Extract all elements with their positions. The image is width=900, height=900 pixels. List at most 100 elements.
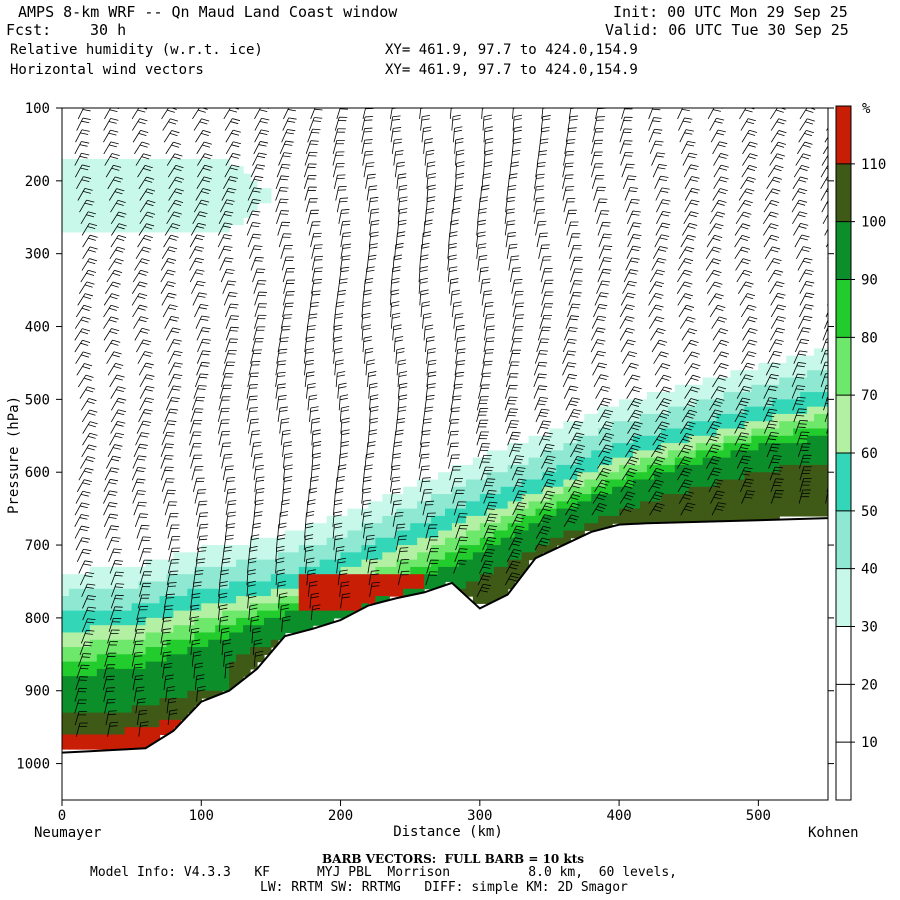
rh-cell bbox=[187, 617, 195, 626]
rh-cell bbox=[800, 450, 808, 459]
wind-barb bbox=[189, 257, 197, 271]
wind-barb-feather bbox=[168, 237, 177, 241]
rh-cell bbox=[166, 158, 175, 167]
wind-barb-feather bbox=[222, 237, 231, 240]
rh-cell bbox=[124, 180, 133, 189]
wind-barb-feather bbox=[571, 104, 579, 105]
rh-cell bbox=[563, 515, 571, 524]
rh-cell bbox=[814, 392, 822, 400]
rh-cell bbox=[201, 632, 209, 641]
rh-cell bbox=[312, 530, 321, 539]
wind-barb-feather bbox=[565, 154, 574, 156]
rh-cell bbox=[145, 158, 154, 167]
rh-cell bbox=[695, 428, 704, 437]
wind-barb-feather bbox=[423, 130, 432, 133]
rh-cell bbox=[159, 603, 168, 612]
rh-cell bbox=[472, 457, 481, 466]
wind-barb-feather bbox=[544, 461, 553, 465]
wind-barb-feather bbox=[250, 418, 259, 421]
wind-barb-feather bbox=[396, 165, 405, 168]
wind-barb-feather bbox=[85, 374, 94, 378]
rh-cell bbox=[96, 603, 105, 612]
wind-barb-feather bbox=[514, 114, 523, 118]
rh-cell bbox=[389, 537, 397, 546]
wind-barb bbox=[448, 233, 451, 248]
wind-barb bbox=[251, 629, 254, 644]
wind-barb-feather bbox=[392, 316, 401, 319]
rh-cell bbox=[751, 464, 759, 473]
rh-cell bbox=[765, 494, 773, 502]
wind-barb-feather bbox=[139, 144, 148, 148]
rh-cell bbox=[194, 610, 202, 619]
wind-barb bbox=[508, 350, 514, 364]
wind-barb bbox=[541, 108, 544, 119]
rh-cell bbox=[431, 537, 439, 546]
rh-cell bbox=[222, 617, 230, 626]
wind-barb bbox=[197, 524, 201, 539]
rh-cell bbox=[194, 588, 202, 597]
wind-barb-feather bbox=[597, 365, 606, 369]
rh-cell bbox=[75, 224, 84, 233]
rh-cell bbox=[250, 188, 258, 197]
rh-cell bbox=[62, 734, 70, 743]
rh-cell bbox=[187, 188, 195, 197]
rh-cell bbox=[660, 508, 669, 517]
rh-cell bbox=[486, 464, 495, 473]
rh-cell bbox=[375, 501, 383, 510]
wind-barb-feather bbox=[362, 312, 371, 316]
wind-barb-feather bbox=[116, 237, 125, 242]
wind-barb-feather bbox=[480, 196, 489, 199]
wind-barb-feather bbox=[165, 272, 174, 276]
rh-cell bbox=[173, 668, 181, 677]
rh-cell bbox=[256, 632, 265, 641]
rh-cell bbox=[598, 443, 606, 451]
rh-cell bbox=[417, 581, 425, 590]
wind-barb-feather bbox=[489, 513, 498, 516]
rh-cell bbox=[243, 647, 251, 655]
rh-cell bbox=[96, 647, 105, 655]
rh-cell bbox=[173, 632, 181, 641]
rh-cell bbox=[152, 209, 161, 218]
rh-cell bbox=[89, 588, 98, 597]
rh-cell bbox=[744, 457, 752, 466]
wind-barb-feather bbox=[163, 620, 172, 622]
rh-cell bbox=[138, 217, 147, 226]
wind-barb bbox=[304, 361, 307, 376]
rh-cell bbox=[62, 202, 70, 211]
rh-cell bbox=[131, 676, 140, 685]
wind-barb-feather bbox=[200, 304, 209, 307]
wind-barb-feather bbox=[202, 338, 211, 341]
rh-cell bbox=[347, 603, 356, 612]
wind-barb bbox=[304, 186, 310, 201]
wind-barb bbox=[509, 268, 514, 283]
wind-barb-feather bbox=[136, 493, 145, 496]
wind-barb-feather bbox=[165, 443, 174, 445]
rh-cell bbox=[222, 632, 230, 641]
rh-cell bbox=[702, 399, 711, 408]
rh-cell bbox=[521, 472, 530, 481]
wind-barb-feather bbox=[602, 427, 611, 431]
wind-barb-feather bbox=[138, 446, 147, 450]
wind-barb-feather bbox=[540, 396, 549, 399]
wind-barb-feather bbox=[541, 537, 550, 541]
rh-cell bbox=[312, 588, 321, 597]
rh-cell bbox=[208, 202, 216, 211]
wind-barb-feather bbox=[226, 283, 235, 286]
wind-barb bbox=[535, 163, 539, 178]
wind-barb-feather bbox=[252, 430, 261, 432]
rh-cell bbox=[124, 734, 133, 743]
wind-barb-feather bbox=[81, 307, 90, 311]
rh-cell bbox=[138, 712, 147, 721]
rh-cell bbox=[807, 370, 815, 379]
wind-barb-feather bbox=[248, 595, 257, 599]
rh-cell bbox=[451, 486, 460, 495]
wind-barb-feather bbox=[229, 318, 238, 320]
wind-barb bbox=[253, 141, 261, 155]
wind-barb-feather bbox=[305, 526, 314, 529]
rh-cell bbox=[570, 494, 578, 502]
rh-cell bbox=[166, 180, 175, 189]
wind-barb-feather bbox=[162, 643, 171, 646]
rh-cell bbox=[709, 435, 718, 444]
rh-cell bbox=[208, 603, 216, 612]
wind-barb-feather bbox=[175, 199, 184, 203]
